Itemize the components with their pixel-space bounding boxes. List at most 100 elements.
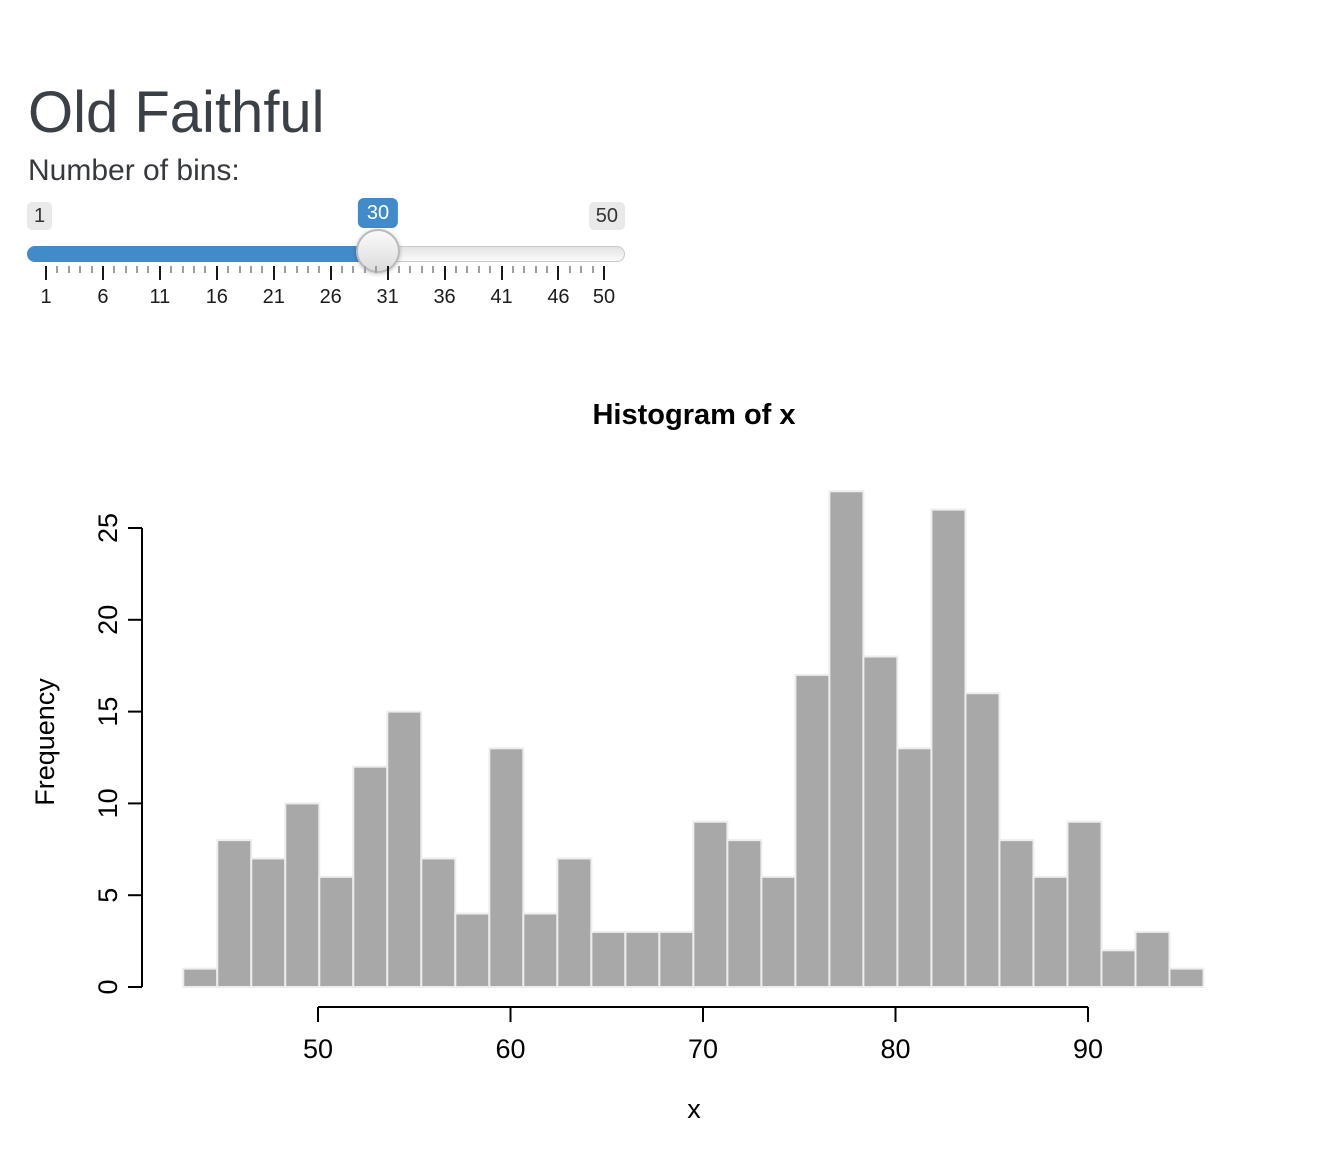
slider-minor-tick [136,266,139,273]
slider-minor-tick [249,266,252,273]
slider-minor-tick [90,266,93,273]
slider-value-badge: 30 [357,198,399,228]
slider-handle[interactable] [356,229,400,273]
y-tick-label: 5 [93,888,123,903]
histogram-bar [726,839,763,988]
histogram-bar [420,857,457,988]
slider-minor-tick [477,266,480,273]
slider-minor-tick [147,266,150,273]
histogram-bar [1134,930,1171,988]
bins-slider[interactable]: 1 50 30 1 6 11 16 21 26 31 36 41 46 50 [27,196,625,316]
slider-label: Number of bins: [28,154,240,187]
slider-minor-tick [227,266,230,273]
y-tick-label: 0 [93,979,123,994]
histogram-bar [386,710,423,988]
histogram-bar [284,802,321,989]
histogram-bar [658,930,695,988]
y-tick-label: 25 [93,513,123,543]
y-tick-label: 15 [93,697,123,727]
histogram-bar [624,930,661,988]
slider-major-tick [500,266,503,280]
slider-tick-label: 36 [433,286,456,308]
slider-grid: 1 6 11 16 21 26 31 36 41 46 50 [40,266,615,312]
slider-major-tick [272,266,275,280]
y-axis-label: Frequency [30,678,60,806]
slider-minor-tick [284,266,287,273]
slider-tick-label: 50 [592,286,616,308]
x-tick-label: 50 [303,1034,333,1064]
slider-minor-tick [546,266,549,273]
slider-minor-tick [523,266,526,273]
x-tick-label: 60 [495,1034,525,1064]
histogram-bar [352,765,389,988]
slider-minor-tick [56,266,59,273]
histogram-bar [454,912,491,988]
histogram-bar [1066,820,1103,989]
histogram-bar [760,875,797,989]
slider-minor-tick [318,266,321,273]
slider-tick-label: 46 [547,286,570,308]
slider-minor-tick [352,266,355,273]
slider-major-tick [557,266,560,280]
histogram-bar [998,839,1035,988]
slider-minor-tick [238,266,241,273]
histogram-bar [250,857,287,988]
histogram-bar [692,820,729,989]
x-tick-label: 80 [880,1034,910,1064]
histogram-bar [1168,967,1205,989]
slider-major-tick [158,266,161,280]
histogram-bar [522,912,559,988]
slider-minor-tick [409,266,412,273]
slider-minor-tick [295,266,298,273]
y-axis: 0 5 10 15 20 25 [93,513,143,995]
plot-title: Histogram of x [592,399,795,431]
x-axis-label: x [687,1094,701,1124]
slider-minor-tick [193,266,196,273]
slider-major-tick [101,266,104,280]
histogram-bar [216,839,253,988]
slider-minor-tick [341,266,344,273]
slider-major-tick [45,266,47,280]
slider-tick-label: 1 [40,286,52,308]
slider-minor-tick [454,266,457,273]
x-axis: 50 60 70 80 90 [303,1006,1103,1064]
slider-major-tick [603,266,605,280]
slider-min-badge: 1 [27,202,53,230]
histogram-bar [862,655,899,989]
slider-minor-tick [420,266,423,273]
histogram-bar [828,490,865,988]
histogram-bar [1100,949,1137,989]
slider-tick-label: 16 [205,286,228,308]
x-tick-label: 90 [1073,1034,1103,1064]
histogram-bar [964,692,1001,988]
histogram-bar [488,747,525,988]
x-tick-label: 70 [688,1034,718,1064]
histogram-bar [1032,875,1069,989]
slider-tick-label: 26 [319,286,342,308]
slider-minor-tick [363,266,366,273]
slider-minor-tick [568,266,571,273]
histogram-bar [590,930,627,988]
slider-minor-tick [204,266,207,273]
y-tick-label: 20 [93,605,123,635]
slider-minor-tick [375,266,378,273]
slider-minor-tick [489,266,492,273]
slider-minor-tick [170,266,173,273]
slider-filled-bar [27,246,378,262]
slider-minor-tick [113,266,116,273]
slider-max-badge: 50 [588,202,625,230]
histogram-bar [896,747,933,988]
slider-minor-tick [181,266,184,273]
slider-minor-tick [306,266,309,273]
slider-minor-tick [591,266,594,273]
slider-tick-label: 21 [262,286,285,308]
slider-minor-tick [580,266,583,273]
slider-minor-tick [261,266,264,273]
histogram-bar [930,508,967,988]
slider-minor-tick [466,266,469,273]
slider-major-tick [329,266,332,280]
slider-minor-tick [534,266,537,273]
slider-minor-tick [67,266,70,273]
